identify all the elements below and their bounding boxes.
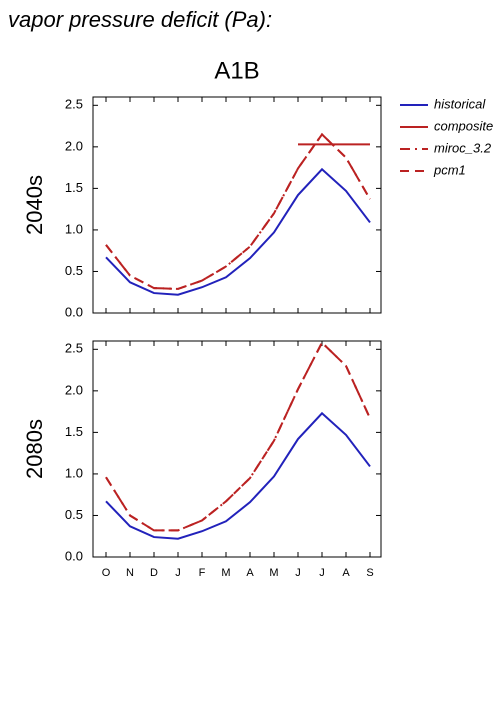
legend-label: composite bbox=[434, 118, 493, 133]
series-line bbox=[105, 411, 371, 540]
legend-label: miroc_3.2 bbox=[434, 140, 492, 155]
x-tick-label: J bbox=[295, 567, 301, 579]
x-tick-label: D bbox=[150, 567, 158, 579]
legend-label: pcm1 bbox=[433, 162, 466, 177]
y-tick-label: 0.5 bbox=[65, 263, 83, 278]
x-tick-label: J bbox=[319, 567, 325, 579]
y-tick-label: 1.0 bbox=[65, 465, 83, 480]
series-line bbox=[105, 167, 371, 296]
series-line bbox=[105, 132, 371, 290]
x-tick-label: J bbox=[175, 567, 181, 579]
x-tick-label: A bbox=[246, 567, 254, 579]
plot-frame bbox=[92, 96, 382, 314]
plot-frame bbox=[92, 340, 382, 558]
y-axis-label: 2040s bbox=[22, 175, 47, 235]
y-tick-label: 1.0 bbox=[65, 221, 83, 236]
y-axis-label: 2080s bbox=[22, 419, 47, 479]
series-line bbox=[105, 341, 371, 532]
x-tick-label: A bbox=[342, 567, 350, 579]
y-tick-label: 0.0 bbox=[65, 548, 83, 563]
legend-label: historical bbox=[434, 96, 486, 111]
y-tick-label: 1.5 bbox=[65, 424, 83, 439]
chart-subtitle: A1B bbox=[214, 57, 259, 84]
x-tick-label: M bbox=[221, 567, 230, 579]
x-tick-label: N bbox=[126, 567, 134, 579]
y-tick-label: 2.5 bbox=[65, 97, 83, 112]
series-line bbox=[105, 341, 371, 532]
y-tick-label: 2.0 bbox=[65, 138, 83, 153]
y-tick-label: 2.5 bbox=[65, 341, 83, 356]
page-title: vapor pressure deficit (Pa): bbox=[8, 7, 272, 32]
x-tick-label: M bbox=[269, 567, 278, 579]
y-tick-label: 0.0 bbox=[65, 304, 83, 319]
x-tick-label: S bbox=[366, 567, 373, 579]
x-tick-label: O bbox=[102, 567, 111, 579]
x-tick-label: F bbox=[199, 567, 206, 579]
series-line bbox=[105, 132, 371, 290]
y-tick-label: 0.5 bbox=[65, 507, 83, 522]
y-tick-label: 1.5 bbox=[65, 180, 83, 195]
y-tick-label: 2.0 bbox=[65, 382, 83, 397]
